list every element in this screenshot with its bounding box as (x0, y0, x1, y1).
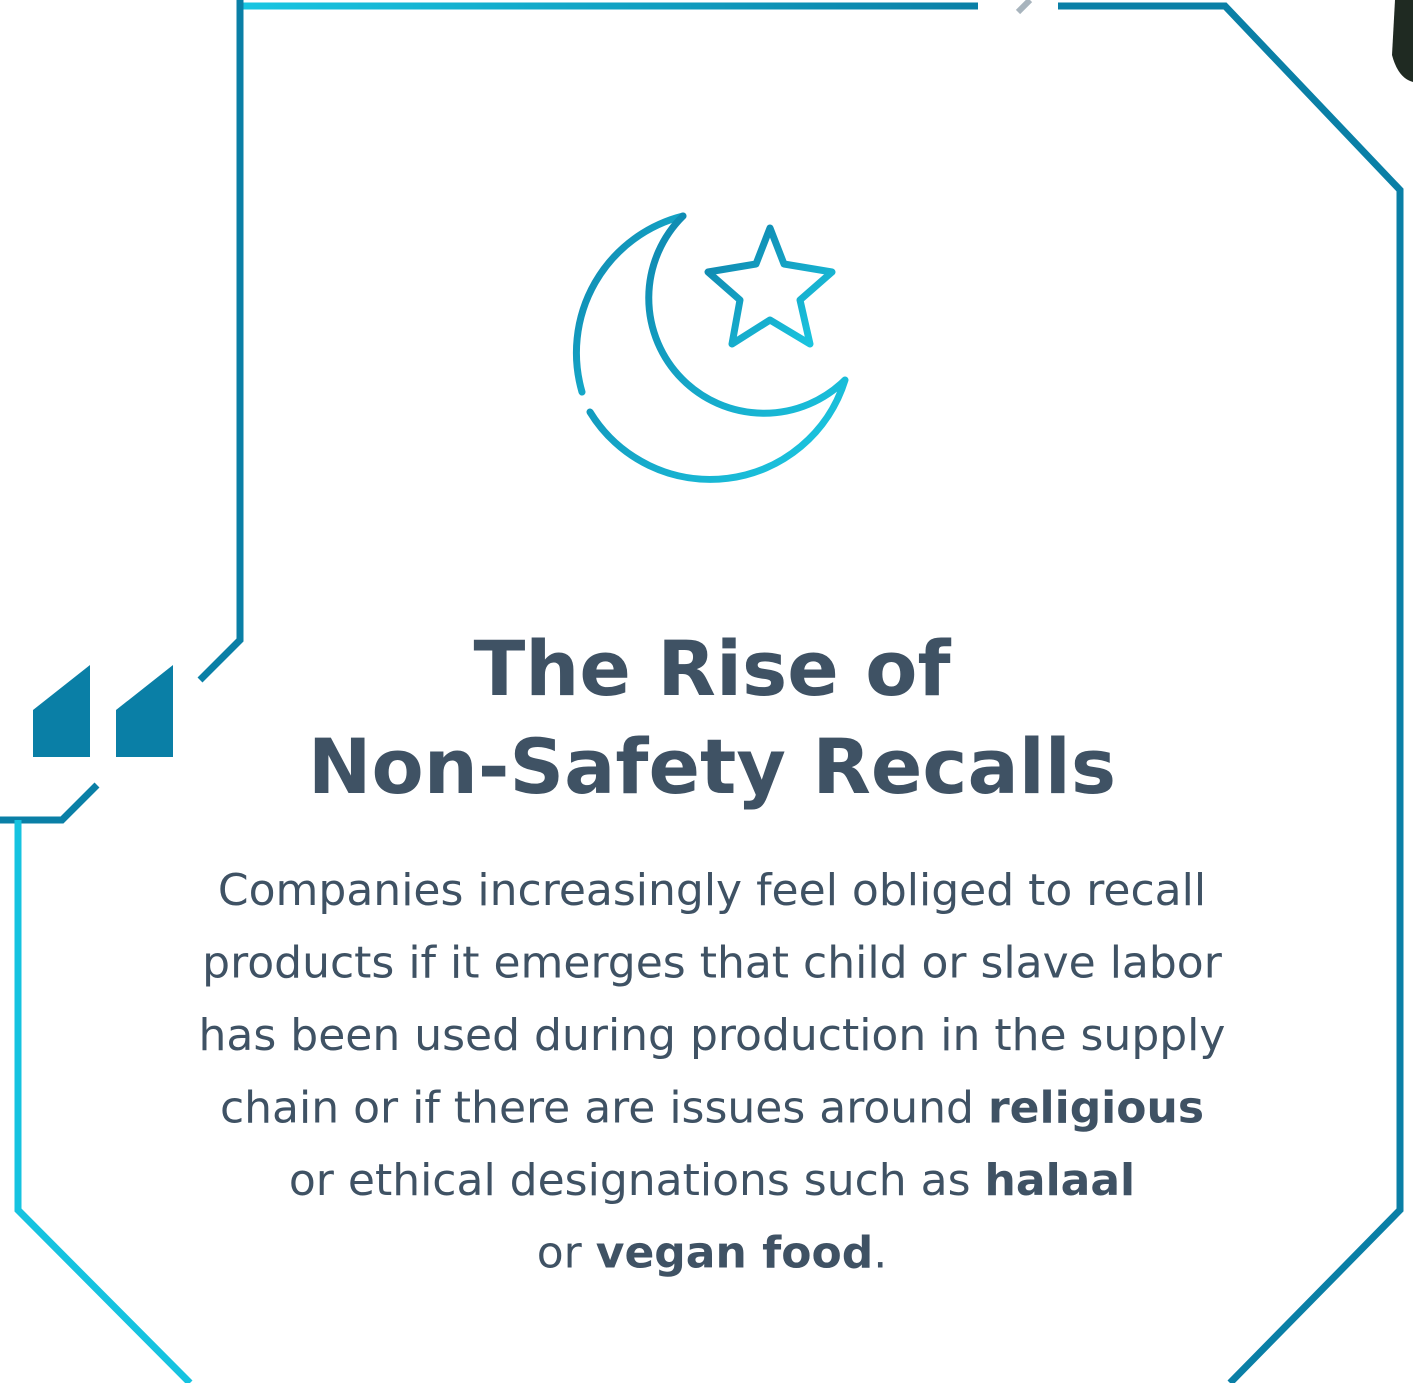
body-line: has been used during production in the s… (199, 1010, 1226, 1061)
body-text: Companies increasingly feel obliged to r… (199, 865, 1226, 1279)
bold-text: vegan food (596, 1228, 873, 1279)
text-segment: products if it emerges that child or sla… (202, 938, 1223, 989)
text-segment: or (537, 1228, 596, 1279)
frame-top (240, 0, 978, 6)
text-segment: or ethical designations such as (289, 1155, 985, 1206)
title: The Rise of Non-Safety Recalls (308, 624, 1116, 811)
text-segment: has been used during production in the s… (199, 1010, 1226, 1061)
text-segment: chain or if there are issues around (220, 1083, 988, 1134)
corner-photo (1392, 0, 1413, 82)
card: The Rise of Non-Safety Recalls Companies … (0, 0, 1413, 1383)
moon-star-icon (576, 216, 845, 479)
frame-left-lower (18, 820, 190, 1383)
frame-slash (1018, 0, 1030, 12)
body-line: products if it emerges that child or sla… (202, 938, 1223, 989)
frame-left-upper (200, 0, 240, 680)
body-line: Companies increasingly feel obliged to r… (218, 865, 1206, 916)
bold-text: halaal (985, 1155, 1136, 1206)
body-line: or vegan food. (537, 1228, 887, 1279)
body-line: chain or if there are issues around reli… (220, 1083, 1204, 1134)
frame-notch (0, 785, 97, 820)
quote-mark (33, 665, 173, 757)
bold-text: religious (988, 1083, 1204, 1134)
title-line: Non-Safety Recalls (308, 722, 1116, 811)
title-line: The Rise of (473, 624, 951, 713)
text-segment: . (873, 1228, 887, 1279)
text-segment: Companies increasingly feel obliged to r… (218, 865, 1206, 916)
body-line: or ethical designations such as halaal (289, 1155, 1135, 1206)
